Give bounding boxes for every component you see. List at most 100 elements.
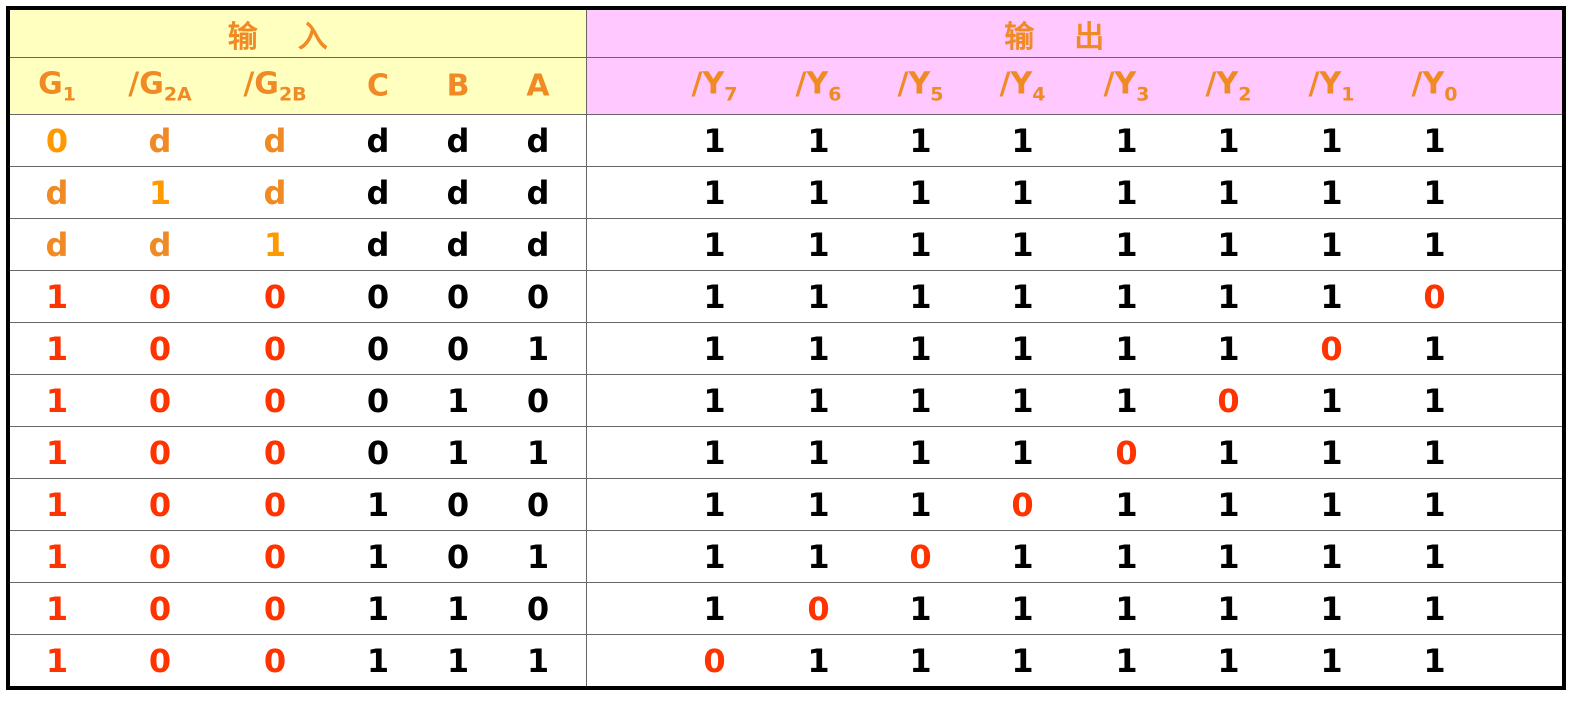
output-value: 1 xyxy=(909,173,932,212)
header-base: /G xyxy=(243,66,279,102)
output-value: 1 xyxy=(703,589,726,628)
input-value: 1 xyxy=(446,381,470,420)
input-value: d xyxy=(446,121,470,160)
input-values-cell: d d 1 d d d xyxy=(7,218,587,271)
output-values: 0 1 1 1 1 1 1 1 xyxy=(587,635,1563,686)
output-values-cell: 1 1 1 1 1 1 1 1 xyxy=(585,166,1565,219)
header-output-0: /Y7 xyxy=(655,67,775,106)
output-value: 1 xyxy=(703,225,726,264)
output-value: 1 xyxy=(909,485,932,524)
output-values: 1 1 1 1 1 1 1 1 xyxy=(587,167,1563,218)
output-value: 0 xyxy=(909,537,932,576)
input-value: 0 xyxy=(526,485,550,524)
output-values: 1 1 1 1 1 1 1 0 xyxy=(587,271,1563,322)
header-subscript: 7 xyxy=(724,83,738,106)
output-values-cell: 1 1 1 1 0 1 1 1 xyxy=(585,426,1565,479)
output-value: 1 xyxy=(807,173,830,212)
header-output-5: /Y2 xyxy=(1169,67,1289,106)
output-value: 1 xyxy=(1011,433,1034,472)
output-column-headers: /Y7/Y6/Y5/Y4/Y3/Y2/Y1/Y0 xyxy=(585,57,1565,115)
input-value: 0 xyxy=(148,277,172,316)
input-value: 1 xyxy=(446,433,470,472)
output-value: 1 xyxy=(1115,589,1138,628)
input-values-cell: 0 d d d d d xyxy=(7,114,587,167)
input-value: 0 xyxy=(263,589,287,628)
output-value: 1 xyxy=(703,537,726,576)
input-values: 0 d d d d d xyxy=(10,115,586,166)
input-value: 0 xyxy=(148,329,172,368)
header-output-7: /Y0 xyxy=(1375,67,1495,106)
output-value: 1 xyxy=(1217,485,1240,524)
output-value: 1 xyxy=(1115,381,1138,420)
output-value: 1 xyxy=(1320,225,1343,264)
input-values: 1 0 0 0 1 0 xyxy=(10,375,586,426)
input-value: 1 xyxy=(526,329,550,368)
output-value: 1 xyxy=(1320,121,1343,160)
input-value: 0 xyxy=(526,589,550,628)
input-value: 1 xyxy=(526,433,550,472)
input-value: 1 xyxy=(366,641,390,680)
input-value: 0 xyxy=(45,121,69,160)
output-values: 1 0 1 1 1 1 1 1 xyxy=(587,583,1563,634)
input-values: 1 0 0 0 1 1 xyxy=(10,427,586,478)
input-value: 1 xyxy=(526,537,550,576)
inputs-group-label: 输入 xyxy=(7,7,587,58)
header-subscript: 2A xyxy=(163,83,192,106)
column-header-row: G1/G2A/G2B C B A /Y7/Y6/Y5/Y4/Y3/Y2/Y1/Y0 xyxy=(7,57,1565,115)
output-value: 1 xyxy=(1217,641,1240,680)
input-value: 0 xyxy=(446,329,470,368)
input-values: d d 1 d d d xyxy=(10,219,586,270)
input-value: 0 xyxy=(148,641,172,680)
header-output-3: /Y4 xyxy=(963,67,1083,106)
output-value: 1 xyxy=(1320,537,1343,576)
output-values-cell: 1 1 1 1 1 1 1 0 xyxy=(585,270,1565,323)
output-value: 1 xyxy=(909,329,932,368)
input-value: 1 xyxy=(526,641,550,680)
output-value: 1 xyxy=(807,537,830,576)
table-row: 1 0 0 0 1 1 1 1 1 1 0 1 1 1 xyxy=(7,426,1565,479)
input-values: 1 0 0 1 1 0 xyxy=(10,583,586,634)
header-base: /Y xyxy=(1205,66,1239,102)
output-value: 1 xyxy=(1115,329,1138,368)
header-base: /Y xyxy=(691,66,725,102)
header-subscript: 1 xyxy=(62,83,76,106)
header-base: /Y xyxy=(795,66,829,102)
output-values: 1 1 1 1 0 1 1 1 xyxy=(587,427,1563,478)
input-value: d xyxy=(148,121,172,160)
input-value: 0 xyxy=(263,485,287,524)
input-values: d 1 d d d d xyxy=(10,167,586,218)
input-value: 0 xyxy=(148,433,172,472)
output-value: 1 xyxy=(1011,641,1034,680)
header-base: /Y xyxy=(1308,66,1342,102)
input-value: 0 xyxy=(446,485,470,524)
input-value: d xyxy=(526,121,550,160)
header-base: /Y xyxy=(1411,66,1445,102)
table-row: 1 0 0 0 0 1 1 1 1 1 1 1 0 1 xyxy=(7,322,1565,375)
output-value: 1 xyxy=(909,277,932,316)
input-value: 0 xyxy=(263,381,287,420)
output-value: 1 xyxy=(1423,485,1446,524)
input-values-cell: d 1 d d d d xyxy=(7,166,587,219)
output-value: 1 xyxy=(1217,121,1240,160)
input-value: 0 xyxy=(526,277,550,316)
output-value: 1 xyxy=(1423,641,1446,680)
input-value: d xyxy=(366,173,390,212)
input-values: 1 0 0 1 0 0 xyxy=(10,479,586,530)
header-input-3: C xyxy=(318,69,438,104)
output-value: 1 xyxy=(1011,329,1034,368)
header-subscript: 2B xyxy=(278,83,307,106)
input-value: 0 xyxy=(148,589,172,628)
header-base: /Y xyxy=(999,66,1033,102)
truth-table: 输入 输出 G1/G2A/G2B C B A /Y7/Y6/Y5/Y4/Y3/Y2/Y… xyxy=(6,6,1566,690)
outputs-group-label: 输出 xyxy=(585,7,1565,58)
output-value: 1 xyxy=(1115,173,1138,212)
table-row: d 1 d d d d 1 1 1 1 1 1 1 1 xyxy=(7,166,1565,219)
output-values-cell: 1 1 1 1 1 0 1 1 xyxy=(585,374,1565,427)
header-subscript: 6 xyxy=(828,83,842,106)
header-input-5: A xyxy=(478,69,598,104)
header-input-2: /G2B xyxy=(215,67,335,106)
output-value: 0 xyxy=(1320,329,1343,368)
header-subscript: 4 xyxy=(1032,83,1046,106)
input-value: 1 xyxy=(148,173,172,212)
output-value: 0 xyxy=(1011,485,1034,524)
